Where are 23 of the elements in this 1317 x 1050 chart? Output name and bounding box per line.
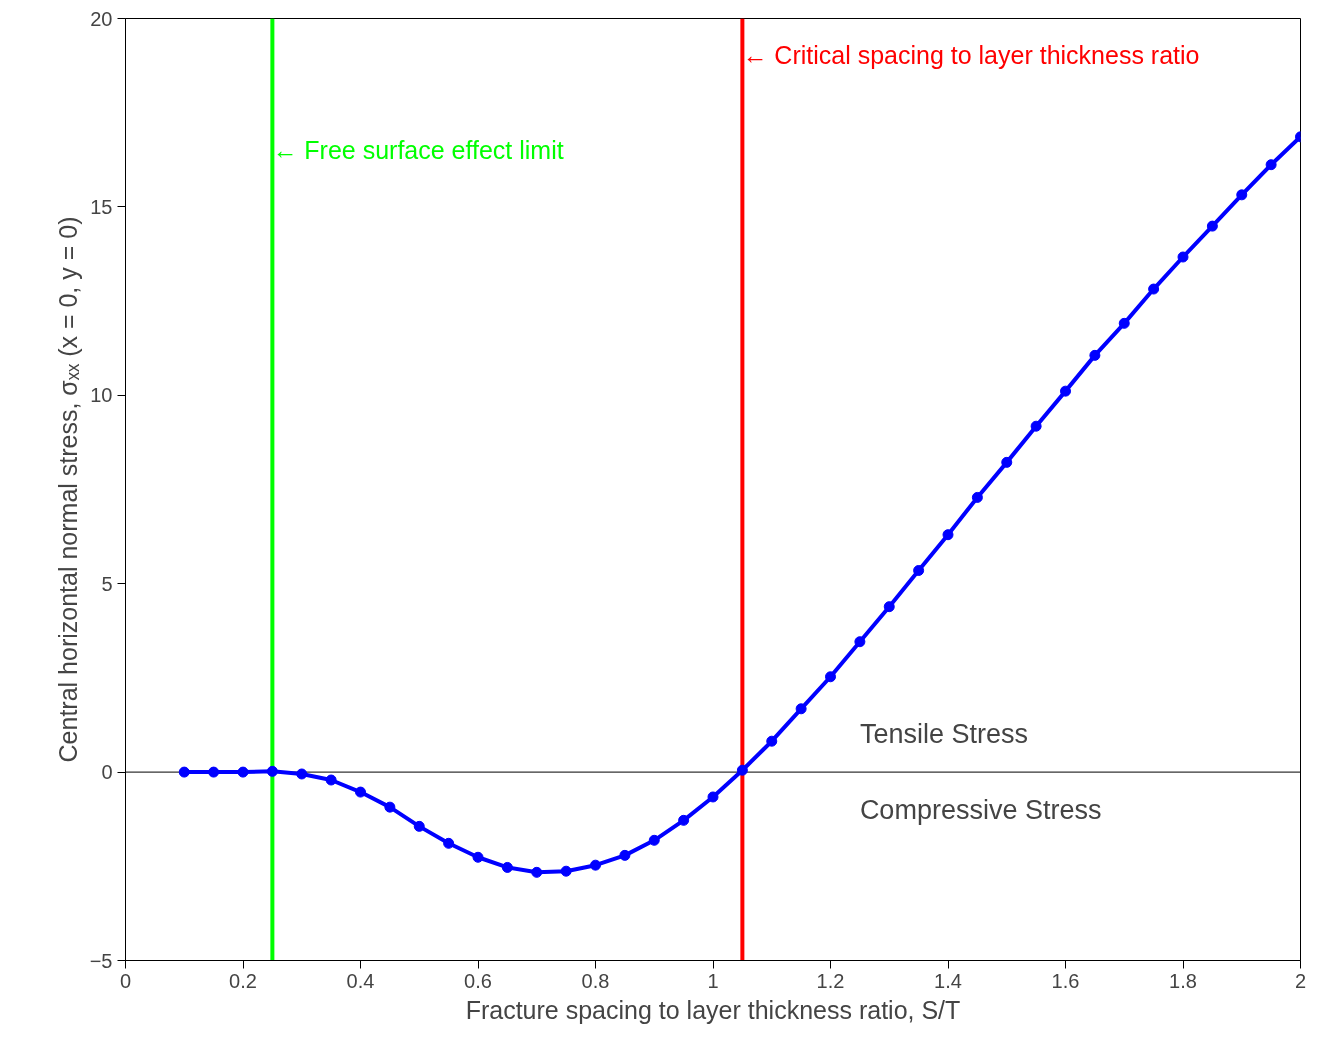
- x-tick-label: 1.6: [1051, 969, 1080, 992]
- y-tick-label: 5: [101, 572, 113, 595]
- annotation: Compressive Stress: [859, 794, 1102, 825]
- ref-line-label: ← Critical spacing to layer thickness ratio: [742, 40, 1200, 69]
- x-tick-label: 1: [707, 969, 719, 992]
- x-tick-label: 0.8: [581, 969, 610, 992]
- x-tick-label: 1.4: [934, 969, 962, 992]
- x-tick-label: 0.6: [464, 969, 492, 992]
- y-axis-title: Central horizontal normal stress, σₓₓ (x = 0, y = 0): [53, 216, 82, 763]
- x-axis-title: Fracture spacing to layer thickness ratio, S/T: [465, 995, 961, 1024]
- y-tick-label: 0: [101, 761, 113, 784]
- y-tick-label: 10: [90, 384, 113, 407]
- x-tick-label: 0: [119, 969, 132, 992]
- x-tick-label: 0.4: [346, 969, 375, 992]
- y-tick-label: −5: [89, 949, 113, 972]
- annotation: Tensile Stress: [859, 719, 1028, 750]
- ref-line-label: ← Free surface effect limit: [272, 136, 564, 165]
- x-tick-label: 1.8: [1169, 969, 1197, 992]
- x-tick-label: 2: [1294, 969, 1307, 992]
- y-tick-label: 15: [90, 195, 113, 218]
- x-tick-label: 0.2: [229, 969, 257, 992]
- x-tick-label: 1.2: [816, 969, 845, 992]
- y-tick-label: 20: [90, 7, 113, 30]
